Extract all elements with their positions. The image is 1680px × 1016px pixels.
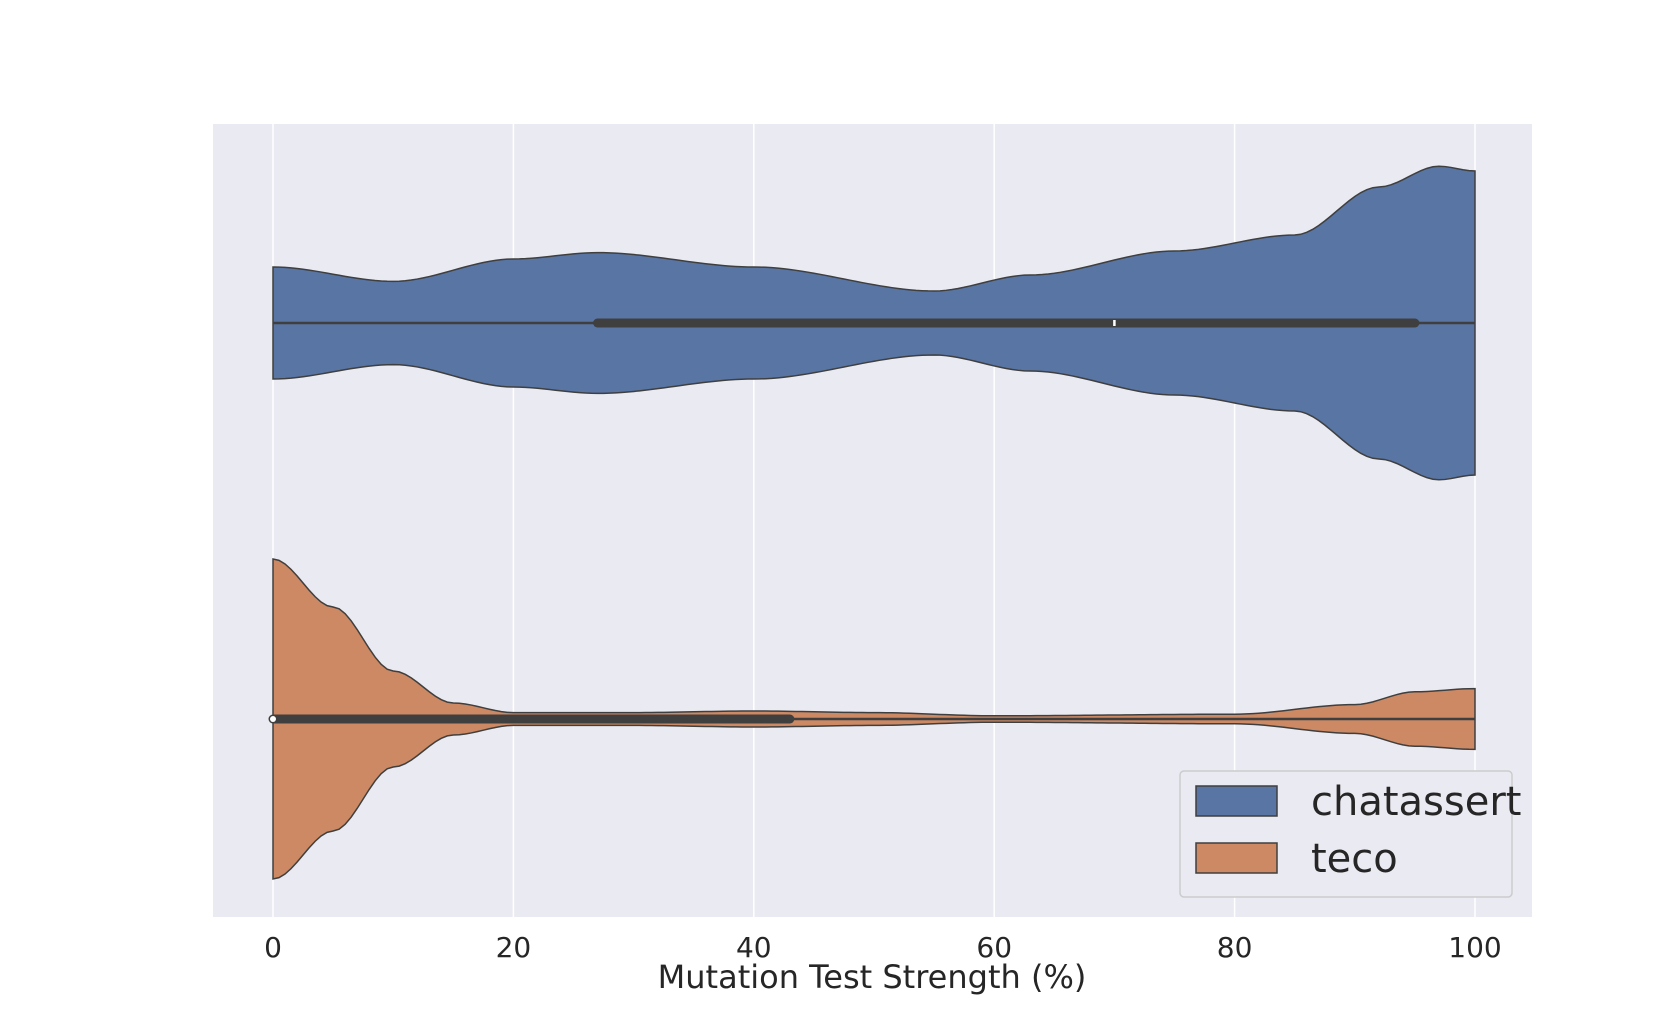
- legend: chatassert teco: [1179, 770, 1521, 898]
- x-tick-label: 0: [264, 931, 282, 964]
- violins: [268, 165, 1476, 880]
- x-tick-label: 40: [736, 931, 772, 964]
- x-tick-label: 80: [1217, 931, 1253, 964]
- x-tick-labels: 0 20 40 60 80 100: [264, 931, 1502, 964]
- x-tick-label: 100: [1448, 931, 1501, 964]
- x-axis-label: Mutation Test Strength (%): [658, 958, 1087, 996]
- legend-label-chatassert: chatassert: [1311, 779, 1521, 825]
- x-tick-label: 20: [496, 931, 532, 964]
- legend-swatch-teco: [1195, 842, 1278, 874]
- legend-label-teco: teco: [1311, 836, 1398, 882]
- median-teco: [270, 716, 276, 722]
- x-tick-label: 60: [976, 931, 1012, 964]
- legend-swatch-chatassert: [1195, 785, 1278, 817]
